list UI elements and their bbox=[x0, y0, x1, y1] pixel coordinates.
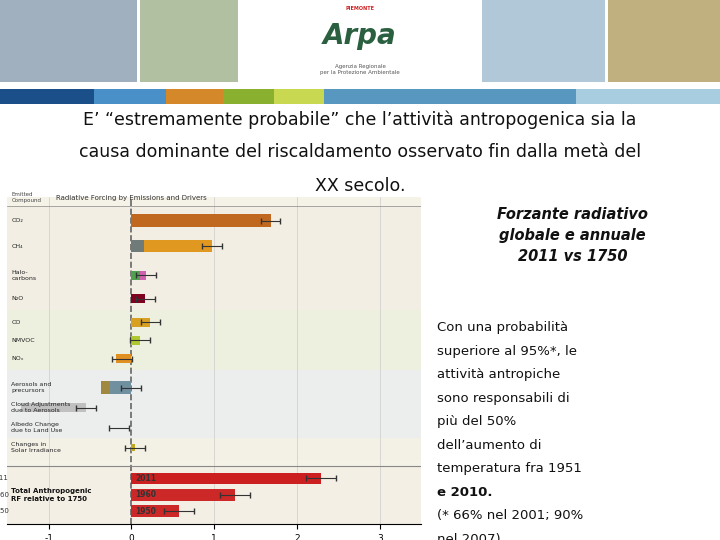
Text: più del 50%: più del 50% bbox=[437, 415, 516, 428]
Bar bbox=[0, 89, 94, 104]
Bar bbox=[274, 89, 324, 104]
Text: causa dominante del riscaldamento osservato fin dalla metà del: causa dominante del riscaldamento osserv… bbox=[79, 143, 641, 161]
Bar bbox=[0, 0, 137, 82]
Text: Emitted
Compound: Emitted Compound bbox=[12, 192, 41, 202]
Text: nel 2007): nel 2007) bbox=[437, 533, 500, 540]
Bar bbox=[7, 369, 421, 438]
Bar bbox=[132, 444, 135, 451]
Text: PIEMONTE: PIEMONTE bbox=[346, 6, 374, 11]
Text: temperatura fra 1951: temperatura fra 1951 bbox=[437, 462, 582, 475]
Text: attività antropiche: attività antropiche bbox=[437, 368, 560, 381]
Text: CH₄: CH₄ bbox=[12, 244, 23, 248]
Bar bbox=[223, 89, 274, 104]
Text: (* 66% nel 2001; 90%: (* 66% nel 2001; 90% bbox=[437, 509, 583, 522]
Bar bbox=[576, 89, 720, 104]
Bar bbox=[7, 438, 421, 460]
Bar bbox=[238, 0, 482, 84]
Bar bbox=[132, 240, 144, 253]
Text: e 2010.: e 2010. bbox=[437, 486, 492, 499]
Text: dell’aumento di: dell’aumento di bbox=[437, 439, 541, 452]
Text: E’ “estremamente probabile” che l’attività antropogenica sia la: E’ “estremamente probabile” che l’attivi… bbox=[84, 110, 636, 129]
Text: 1960: 1960 bbox=[135, 490, 156, 500]
Text: Albedo Change
due to Land Use: Albedo Change due to Land Use bbox=[12, 422, 63, 433]
Text: Halo-
carbons: Halo- carbons bbox=[12, 270, 37, 281]
Bar bbox=[7, 309, 421, 369]
Bar bbox=[116, 354, 132, 363]
Text: sono responsabili di: sono responsabili di bbox=[437, 392, 570, 405]
Text: 2011: 2011 bbox=[0, 475, 9, 482]
Bar bbox=[7, 206, 421, 309]
Text: 1950: 1950 bbox=[135, 507, 156, 516]
Text: Changes in
Solar Irradiance: Changes in Solar Irradiance bbox=[12, 442, 61, 453]
Bar bbox=[608, 0, 720, 82]
Bar bbox=[132, 489, 235, 501]
Bar bbox=[132, 271, 140, 280]
Text: CO: CO bbox=[12, 320, 21, 325]
Bar bbox=[472, 0, 605, 82]
Bar bbox=[7, 465, 421, 524]
Bar bbox=[132, 336, 140, 345]
Text: Radiative Forcing by Emissions and Drivers: Radiative Forcing by Emissions and Drive… bbox=[56, 195, 207, 201]
Bar bbox=[119, 354, 122, 363]
Bar bbox=[94, 89, 166, 104]
Text: 1960: 1960 bbox=[0, 492, 9, 498]
Text: superiore al 95%*, le: superiore al 95%*, le bbox=[437, 345, 577, 358]
Text: Con una probabilità: Con una probabilità bbox=[437, 321, 568, 334]
Bar bbox=[101, 381, 132, 394]
Text: Forzante radiativo
globale e annuale
2011 vs 1750: Forzante radiativo globale e annuale 201… bbox=[497, 207, 648, 264]
Text: XX secolo.: XX secolo. bbox=[315, 177, 405, 195]
Text: NMVOC: NMVOC bbox=[12, 338, 35, 343]
Text: Total Anthropogenic
RF relative to 1750: Total Anthropogenic RF relative to 1750 bbox=[12, 488, 92, 502]
Bar bbox=[166, 89, 223, 104]
Bar bbox=[132, 271, 146, 280]
Text: NOₓ: NOₓ bbox=[12, 356, 24, 361]
Text: 2011: 2011 bbox=[135, 474, 156, 483]
Text: Arpa: Arpa bbox=[323, 22, 397, 50]
Bar bbox=[132, 505, 179, 517]
Bar bbox=[101, 381, 109, 394]
Bar bbox=[140, 0, 277, 82]
Text: 1950: 1950 bbox=[0, 508, 9, 514]
Bar bbox=[22, 403, 86, 412]
Bar bbox=[324, 89, 576, 104]
Text: Aerosols and
precursors: Aerosols and precursors bbox=[12, 382, 52, 393]
Text: Cloud Adjustments
due to Aerosols: Cloud Adjustments due to Aerosols bbox=[12, 402, 71, 413]
Text: Agenzia Regionale
per la Protezione Ambientale: Agenzia Regionale per la Protezione Ambi… bbox=[320, 64, 400, 75]
Bar bbox=[132, 294, 145, 303]
Bar bbox=[132, 318, 150, 327]
Bar bbox=[132, 472, 321, 484]
Text: CO₂: CO₂ bbox=[12, 218, 23, 223]
Bar bbox=[132, 240, 212, 253]
Text: N₂O: N₂O bbox=[12, 296, 24, 301]
Bar bbox=[281, 0, 468, 82]
Bar bbox=[132, 214, 271, 227]
